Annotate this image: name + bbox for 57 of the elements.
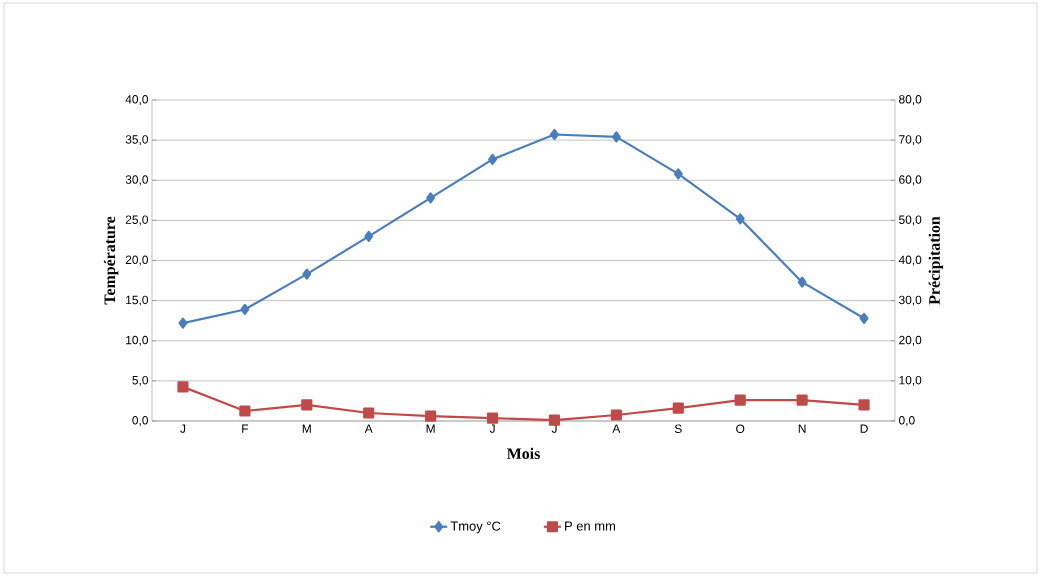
y2-tick-label: 0,0 — [899, 416, 915, 426]
x-tick-label: N — [798, 424, 806, 433]
y2-tick-label: 10,0 — [899, 375, 922, 386]
y-tick-label: 0,0 — [132, 416, 149, 426]
point — [239, 405, 251, 417]
point — [486, 412, 499, 424]
point — [301, 399, 313, 411]
x-tick-label: D — [860, 424, 868, 433]
point — [364, 230, 374, 243]
point — [797, 276, 807, 288]
point — [178, 317, 188, 329]
point — [426, 192, 436, 204]
point — [734, 394, 746, 406]
x-tick-label: A — [364, 424, 373, 433]
y-tick-label: 40,0 — [125, 95, 149, 105]
point — [735, 213, 745, 225]
x-axis-title: Mois — [506, 447, 540, 460]
point — [673, 168, 683, 180]
point — [858, 399, 870, 411]
y-tick-label: 30,0 — [125, 175, 149, 186]
y-tick-label: 20,0 — [125, 255, 149, 266]
y2-tick-label: 40,0 — [898, 255, 922, 266]
point — [611, 131, 621, 143]
x-tick-label: O — [736, 424, 745, 433]
y-tick-label: 5,0 — [132, 375, 149, 386]
point — [610, 409, 622, 421]
y2-tick-label: 80,0 — [899, 95, 922, 105]
legend-label: P en mm — [565, 521, 615, 531]
y2-tick-label: 50,0 — [899, 215, 922, 226]
point — [548, 414, 561, 426]
point — [796, 394, 808, 406]
y-tick-label: 15,0 — [126, 295, 149, 306]
point — [302, 268, 312, 280]
legend-label: Tmoy °C — [450, 521, 501, 534]
x-tick-label: F — [242, 424, 249, 433]
x-tick-label: J — [180, 424, 186, 433]
point — [240, 303, 250, 316]
point — [859, 312, 869, 324]
x-tick-label: M — [302, 424, 311, 433]
point — [363, 407, 375, 419]
point — [672, 402, 684, 414]
x-tick-label: M — [426, 424, 435, 433]
y-tick-label: 25,0 — [125, 215, 149, 226]
point — [488, 153, 498, 165]
y-axis-title: Température — [103, 216, 119, 305]
y2-axis-title: Précipitation — [928, 216, 944, 305]
x-tick-label: A — [612, 424, 621, 433]
x-tick-label: S — [674, 424, 682, 433]
x-tick-label: J — [489, 424, 495, 433]
y2-tick-label: 70,0 — [899, 135, 922, 146]
y2-tick-label: 20,0 — [899, 335, 922, 346]
y2-tick-label: 30,0 — [898, 295, 922, 306]
point — [177, 381, 189, 393]
y2-tick-label: 60,0 — [899, 175, 922, 186]
y-tick-label: 35,0 — [125, 135, 149, 146]
point — [425, 410, 437, 422]
y-tick-label: 10,0 — [126, 335, 149, 346]
